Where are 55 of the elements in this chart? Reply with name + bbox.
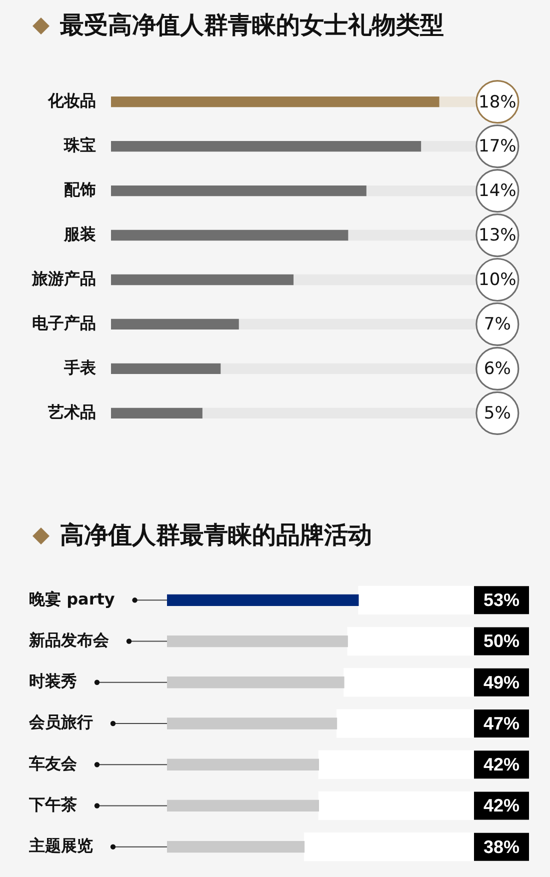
bar <box>202 408 476 418</box>
y-tick-label: 车友会 <box>28 754 78 773</box>
bar <box>366 185 476 196</box>
y-tick-label: 服装 <box>63 224 96 244</box>
bar <box>111 185 366 196</box>
bar <box>111 140 422 152</box>
bar <box>167 635 348 648</box>
data-label: 38% <box>483 836 520 857</box>
bar <box>111 96 440 108</box>
y-tick-label: 晚宴 party <box>29 589 116 608</box>
y-tick-label: 时装秀 <box>29 672 77 691</box>
bar <box>438 96 476 108</box>
data-label: 18% <box>478 92 516 112</box>
data-label: 42% <box>483 796 520 816</box>
data-label: 5% <box>484 404 511 424</box>
data-label: 17% <box>478 136 516 157</box>
bar <box>167 800 320 812</box>
y-tick-label: 电子产品 <box>32 313 96 332</box>
y-tick-label: 手表 <box>63 358 97 377</box>
bar <box>111 363 221 374</box>
y-tick-label: 化妆品 <box>47 90 96 110</box>
y-tick-label: 会员旅行 <box>28 712 93 732</box>
y-tick-label: 配饰 <box>64 180 96 199</box>
chart-title: 最受高净值人群青睐的女士礼物类型 <box>60 10 444 40</box>
bar <box>111 230 348 241</box>
data-label: 14% <box>478 181 516 202</box>
chart-title: 高净值人群最青睐的品牌活动 <box>60 520 372 550</box>
data-label: 7% <box>484 314 511 335</box>
bar <box>348 230 476 241</box>
bar <box>238 318 476 330</box>
bar <box>167 594 359 606</box>
bar <box>167 841 305 853</box>
data-label: 49% <box>483 672 520 692</box>
data-label: 10% <box>478 270 516 290</box>
y-tick-label: 主题展览 <box>28 836 93 855</box>
bar <box>111 408 202 418</box>
y-tick-label: 艺术品 <box>47 402 96 422</box>
bar <box>167 676 344 688</box>
bar <box>420 140 476 152</box>
bar <box>167 718 338 730</box>
data-label: 6% <box>484 359 511 380</box>
data-label: 13% <box>478 226 516 246</box>
bar <box>167 758 320 770</box>
y-tick-label: 新品发布会 <box>28 630 110 650</box>
bar <box>292 274 476 286</box>
bar <box>111 318 239 330</box>
data-label: 53% <box>483 590 520 610</box>
data-label: 42% <box>483 754 520 775</box>
data-label: 47% <box>483 713 520 734</box>
y-tick-label: 下午茶 <box>28 794 77 814</box>
y-tick-label: 旅游产品 <box>31 268 96 288</box>
data-label: 50% <box>483 631 520 652</box>
y-tick-label: 珠宝 <box>63 135 96 154</box>
bar <box>111 274 294 286</box>
bar <box>220 363 476 374</box>
